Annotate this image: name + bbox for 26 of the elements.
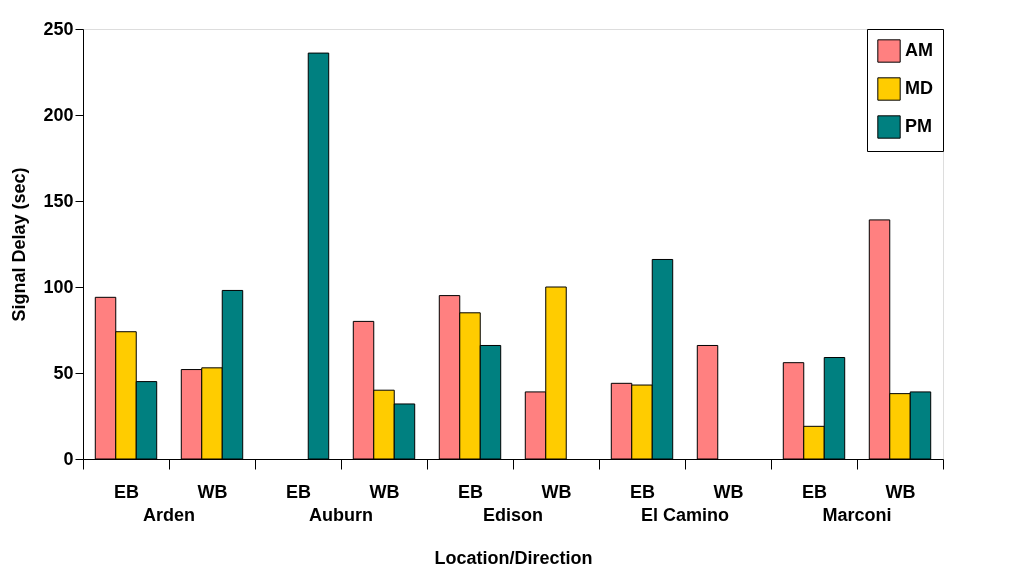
x-tick-label: EB xyxy=(113,481,140,502)
text: Edison xyxy=(482,505,544,525)
y-tick-label: 150 xyxy=(43,190,74,211)
x-tick-label: WB xyxy=(541,481,572,502)
x-axis-title: Location/Direction xyxy=(434,547,593,568)
y-axis-title: Signal Delay (sec) xyxy=(9,167,30,322)
x-tick-label: EB xyxy=(285,481,312,502)
x-tick-label: WB xyxy=(885,481,916,502)
legend-label: PM xyxy=(905,116,932,136)
y-tick-label: 50 xyxy=(53,362,74,383)
x-tick-label: EB xyxy=(457,481,484,502)
legend-label: MD xyxy=(905,78,933,98)
x-tick-label: WB xyxy=(713,481,744,502)
text: Marconi xyxy=(822,505,892,525)
y-tick-label: 0 xyxy=(63,448,74,469)
text: El Camino xyxy=(640,505,730,525)
x-tick-label: EB xyxy=(629,481,656,502)
text: Auburn xyxy=(309,505,373,525)
x-tick-label: WB xyxy=(369,481,400,502)
y-tick-label: 250 xyxy=(43,18,74,39)
y-tick-label: 100 xyxy=(43,276,74,297)
legend-label: AM xyxy=(905,40,933,60)
text: Arden xyxy=(142,505,196,525)
x-tick-label: EB xyxy=(801,481,828,502)
x-tick-label: WB xyxy=(197,481,228,502)
y-tick-label: 200 xyxy=(43,104,74,125)
